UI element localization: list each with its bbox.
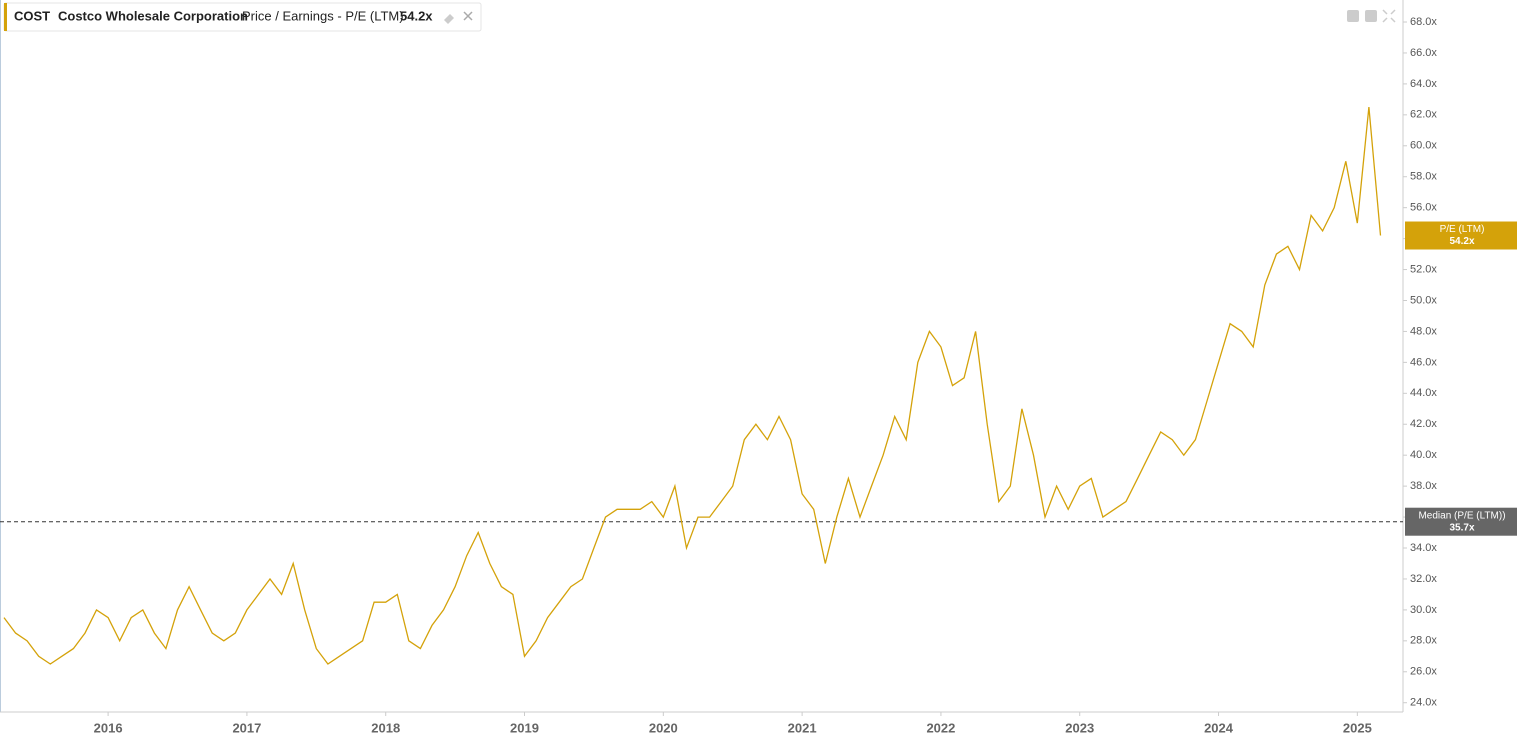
x-tick-label: 2019 xyxy=(510,720,539,735)
y-tick-label: 68.0x xyxy=(1410,16,1437,28)
company: Costco Wholesale Corporation xyxy=(58,8,248,23)
y-tick-label: 38.0x xyxy=(1410,480,1437,492)
x-tick-label: 2018 xyxy=(371,720,400,735)
header-value: 54.2x xyxy=(400,8,433,23)
current-label-name: P/E (LTM) xyxy=(1440,224,1485,235)
collapse-icon[interactable] xyxy=(1382,9,1396,23)
y-tick-label: 26.0x xyxy=(1410,666,1437,678)
y-tick-label: 30.0x xyxy=(1410,604,1437,616)
close-icon[interactable] xyxy=(463,11,473,21)
y-tick-label: 32.0x xyxy=(1410,573,1437,585)
x-tick-label: 2025 xyxy=(1343,720,1372,735)
y-tick-label: 42.0x xyxy=(1410,418,1437,430)
y-tick-label: 48.0x xyxy=(1410,325,1437,337)
x-tick-label: 2023 xyxy=(1065,720,1094,735)
x-tick-label: 2016 xyxy=(94,720,123,735)
legend-header: COST Costco Wholesale Corporation Price … xyxy=(3,2,482,32)
y-tick-label: 52.0x xyxy=(1410,263,1437,275)
icon[interactable] xyxy=(444,14,454,24)
y-tick-label: 50.0x xyxy=(1410,294,1437,306)
line-series xyxy=(3,107,1382,665)
x-tick-label: 2017 xyxy=(232,720,261,735)
y-tick-label: 66.0x xyxy=(1410,47,1437,59)
up-icon[interactable] xyxy=(1347,10,1359,22)
down-icon[interactable] xyxy=(1365,10,1377,22)
y-tick-label: 46.0x xyxy=(1410,356,1437,368)
y-tick-label: 60.0x xyxy=(1410,140,1437,152)
current-label-value: 54.2x xyxy=(1449,236,1474,247)
y-tick-label: 58.0x xyxy=(1410,171,1437,183)
x-tick-label: 2021 xyxy=(788,720,817,735)
y-tick-label: 64.0x xyxy=(1410,78,1437,90)
y-tick-label: 34.0x xyxy=(1410,542,1437,554)
y-tick-label: 44.0x xyxy=(1410,387,1437,399)
median-label-name: Median (P/E (LTM)) xyxy=(1418,510,1505,521)
x-tick-label: 2024 xyxy=(1204,720,1234,735)
median-label-box xyxy=(1405,507,1517,536)
y-tick-label: 40.0x xyxy=(1410,449,1437,461)
ticker: COST xyxy=(14,8,50,23)
header-accent xyxy=(4,3,7,31)
current-label-box xyxy=(1405,221,1517,250)
y-tick-label: 24.0x xyxy=(1410,697,1437,709)
y-tick-label: 56.0x xyxy=(1410,202,1437,214)
x-tick-label: 2022 xyxy=(926,720,955,735)
metric: Price / Earnings - P/E (LTM) xyxy=(242,8,404,23)
x-tick-label: 2020 xyxy=(649,720,678,735)
median-label-value: 35.7x xyxy=(1449,522,1474,533)
y-tick-label: 28.0x xyxy=(1410,635,1437,647)
y-tick-label: 62.0x xyxy=(1410,109,1437,121)
